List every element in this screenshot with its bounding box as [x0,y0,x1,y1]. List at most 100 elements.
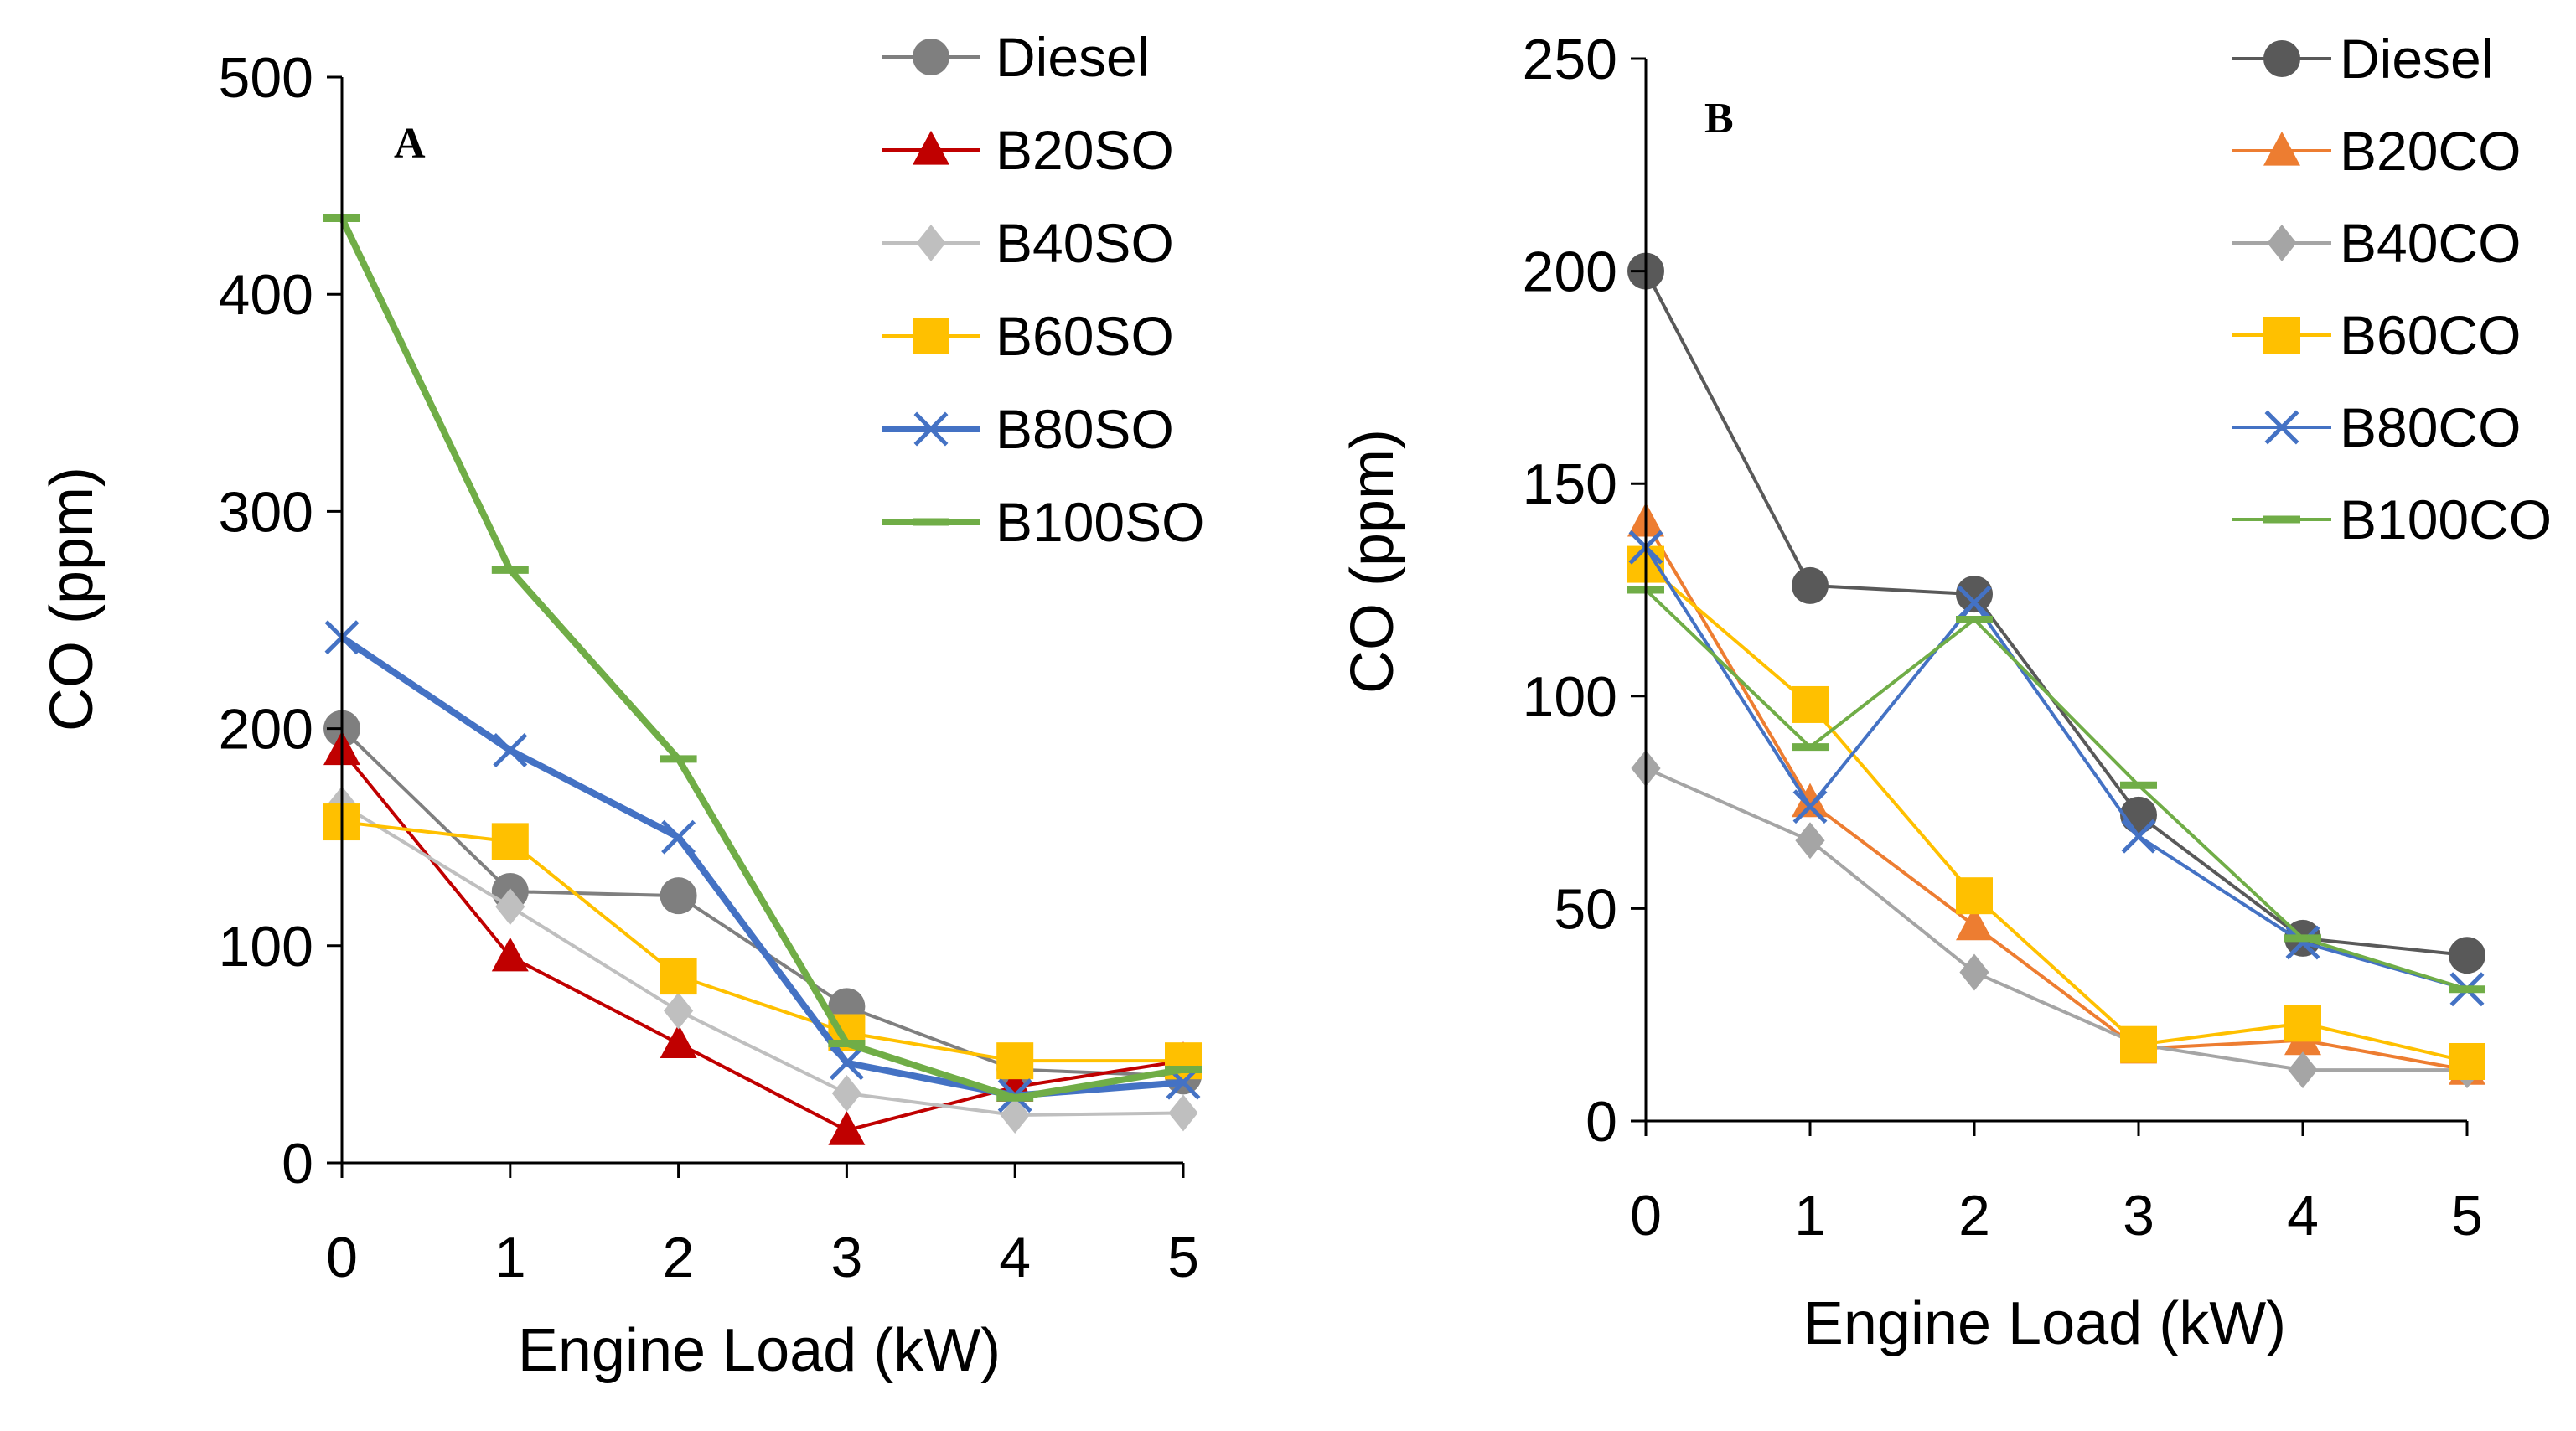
series-b100so-a [323,214,1202,1102]
legend-item-b20so-a: B20SO [882,119,1174,181]
legend-label-diesel-a: Diesel [996,26,1149,88]
y-tick-label-a: 400 [219,263,313,327]
x-tick-label-a: 5 [1167,1226,1199,1289]
legend-item-b80so-a: B80SO [882,398,1174,460]
legend-a: Diesel B20SO B40SO B60SO B80SO B100SO [882,26,1205,553]
legend-marker-b80co-b [2264,410,2299,445]
data-point-b80so-a [829,1046,864,1081]
legend-label-b80co-b: B80CO [2340,396,2521,458]
data-point-b60so-a [491,823,529,860]
y-tick-label-a: 0 [282,1132,313,1196]
legend-label-b60so-a: B60SO [996,305,1174,367]
legend-marker-b60co-b [2263,317,2300,354]
x-axis-title-b: Engine Load (kW) [1803,1290,2286,1357]
x-tick-label-a: 4 [999,1226,1031,1289]
y-tick-label-b: 0 [1585,1090,1617,1154]
data-point-b20so-a [660,1024,697,1059]
series-line-b60co-b [1644,563,2468,1063]
data-point-b80co-b [1792,789,1828,824]
data-point-b40so-a [1168,1094,1198,1132]
data-point-b40so-a [664,992,694,1030]
legend-item-diesel-a: Diesel [882,26,1149,88]
legend-label-b80so-a: B80SO [996,398,1174,460]
y-axis-title-b: CO (ppm) [1339,429,1406,694]
legend-label-b20so-a: B20SO [996,119,1174,181]
legend-b: Diesel B20CO B40CO B60CO B80CO B100CO [2232,28,2552,550]
legend-marker-b20so-a [913,130,949,165]
data-point-b60co-b [1956,877,1993,915]
legend-item-b100co-b: B100CO [2232,488,2552,550]
x-tick-label-a: 1 [494,1226,526,1289]
data-point-b60so-a [996,1042,1034,1080]
legend-item-b60co-b: B60CO [2232,304,2521,366]
y-tick-label-b: 50 [1554,877,1617,941]
series-b100co-b [1627,586,2485,994]
legend-marker-b60so-a [913,318,949,354]
series-line-b40so-a [340,803,1184,1117]
panel-label-b: B [1704,95,1734,142]
series-line-b20co-b [1644,520,2468,1072]
y-tick-label-b: 150 [1523,452,1617,516]
legend-marker-b20co-b [2263,131,2300,166]
legend-marker-b40so-a [916,225,946,261]
x-axis-title-a: Engine Load (kW) [518,1317,1001,1384]
legend-label-b100co-b: B100CO [2340,488,2552,550]
data-point-b60co-b [2284,1005,2321,1042]
data-point-b20so-a [828,1111,866,1145]
x-tick-label-a: 0 [326,1226,358,1289]
x-tick-label-b: 5 [2451,1184,2483,1248]
x-tick-label-b: 1 [1794,1184,1826,1248]
data-point-b60co-b [2120,1025,2157,1063]
data-point-b80co-b [2285,925,2320,960]
series-line-b80co-b [1644,546,2468,991]
legend-item-b20co-b: B20CO [2232,120,2521,182]
data-point-b40co-b [1795,822,1825,860]
data-point-diesel-b [1956,576,1993,613]
chart-panel-b: 0 50 100 150 200 250 0 1 2 3 4 5 B Engine Load (kW)… [1339,28,2552,1357]
data-point-b20so-a [491,937,529,972]
panel-label-a: A [394,120,426,168]
legend-marker-b40co-b [2267,225,2297,261]
data-point-b80so-a [661,819,696,855]
y-tick-label-b: 100 [1523,665,1617,729]
legend-label-b40so-a: B40SO [996,212,1174,274]
y-tick-label-a: 500 [219,46,313,110]
data-point-b40co-b [2288,1051,2318,1089]
series-line-b60so-a [341,820,1183,1063]
series-line-b20so-a [340,749,1184,1133]
legend-label-b40co-b: B40CO [2340,212,2521,274]
x-tick-label-b: 3 [2123,1184,2154,1248]
x-tick-label-a: 3 [830,1226,862,1289]
data-point-b40co-b [1959,953,1989,991]
data-point-b60co-b [1792,685,1829,723]
data-point-b20co-b [1792,783,1829,818]
x-tick-label-b: 0 [1630,1184,1662,1248]
data-point-b80so-a [493,733,528,767]
data-point-diesel-b [2449,937,2485,974]
series-line-b100so-a [339,216,1184,1102]
legend-marker-diesel-b [2263,40,2300,77]
series-line-b40co-b [1645,767,2467,1072]
data-point-diesel-b [1792,566,1829,604]
legend-item-diesel-b: Diesel [2232,28,2493,90]
series-line-b100co-b [1644,588,2468,991]
data-point-diesel-a [660,877,697,915]
data-point-b80co-b [1957,585,1992,620]
y-tick-label-b: 200 [1523,240,1617,304]
y-tick-label-a: 300 [219,480,313,544]
chart-panel-a: 0 100 200 300 400 500 0 1 2 3 4 5 A Engine Load (kW… [39,26,1205,1384]
legend-marker-b80so-a [913,411,949,447]
x-tick-label-a: 2 [663,1226,695,1289]
data-point-b60co-b [2449,1042,2485,1080]
series-b60so-a [323,803,1202,1080]
legend-label-b20co-b: B20CO [2340,120,2521,182]
data-point-b40so-a [831,1075,861,1113]
legend-item-b60so-a: B60SO [882,305,1174,367]
legend-label-b100so-a: B100SO [996,491,1205,553]
legend-item-b40so-a: B40SO [882,212,1174,274]
data-point-b20co-b [1956,906,1993,941]
legend-label-b60co-b: B60CO [2340,304,2521,366]
data-point-b60so-a [660,958,697,995]
y-tick-label-a: 100 [219,915,313,979]
x-tick-label-b: 4 [2287,1184,2319,1248]
